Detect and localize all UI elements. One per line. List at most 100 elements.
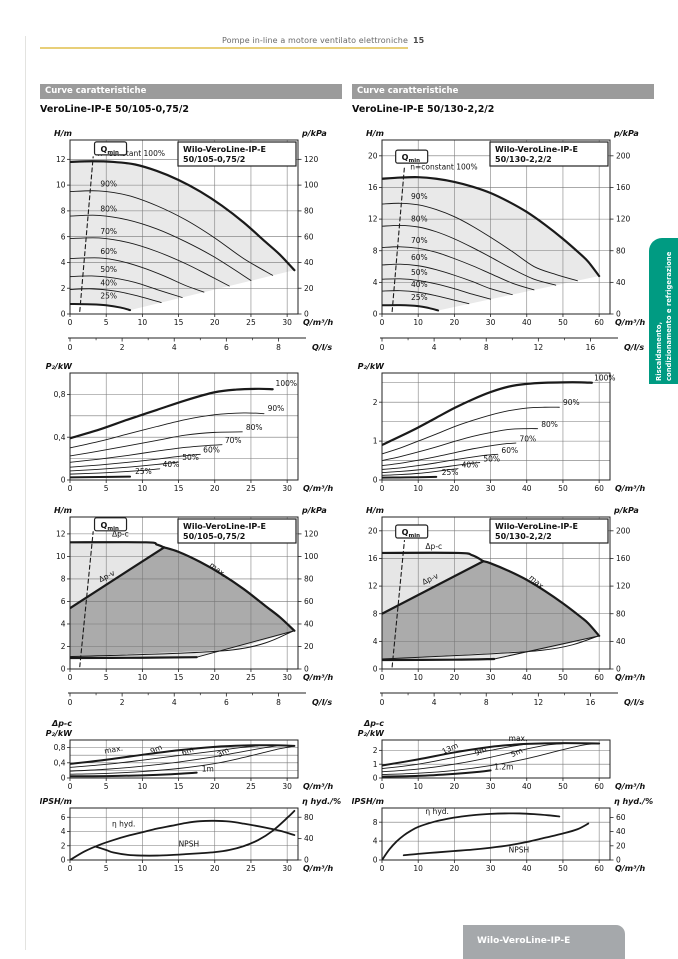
svg-text:Δp-c: Δp-c — [363, 719, 384, 728]
svg-text:0: 0 — [68, 864, 73, 873]
svg-text:16: 16 — [368, 183, 378, 192]
svg-text:1: 1 — [373, 760, 378, 769]
svg-text:40: 40 — [522, 864, 532, 873]
chart-hq-50-130: n=constant 100% 90% 80% 70% 60% 50% 40% 25% Qmin… — [352, 128, 654, 360]
svg-text:60%: 60% — [203, 446, 220, 455]
svg-text:η hyd.: η hyd. — [425, 807, 448, 816]
svg-text:60%: 60% — [100, 247, 117, 256]
chart-svg: η hyd. NPSH 0 2 4 6 0 40 80 0 5 10 15 20 25 30 Q/m³/h NPS… — [36, 797, 341, 873]
svg-text:0: 0 — [68, 673, 73, 682]
svg-text:P₂/kW: P₂/kW — [358, 729, 386, 738]
svg-text:30: 30 — [282, 782, 292, 791]
svg-text:12: 12 — [56, 155, 66, 164]
pump-model-left: VeroLine-IP-E 50/105-0,75/2 — [40, 104, 189, 115]
svg-text:0: 0 — [380, 673, 385, 682]
svg-text:30: 30 — [282, 673, 292, 682]
svg-text:20: 20 — [450, 782, 460, 791]
svg-text:120: 120 — [304, 155, 319, 164]
chart-svg: 100% 90% 80% 70% 60% 50%40% 25% 0 0,4 0,8 0 5 10 15 20… — [46, 362, 334, 493]
svg-text:12: 12 — [534, 698, 544, 707]
svg-text:20: 20 — [450, 673, 460, 682]
svg-text:50%: 50% — [483, 454, 500, 463]
svg-text:Qmin: Qmin — [402, 528, 420, 539]
svg-text:12: 12 — [368, 215, 378, 224]
svg-text:0: 0 — [380, 864, 385, 873]
svg-text:NPSH: NPSH — [179, 839, 200, 848]
section-bar-right: Curve caratteristiche — [352, 84, 654, 99]
svg-text:60: 60 — [594, 782, 604, 791]
svg-text:0: 0 — [304, 665, 309, 674]
svg-text:H/m: H/m — [366, 506, 384, 515]
svg-text:9m: 9m — [473, 744, 488, 757]
svg-text:1.2m: 1.2m — [494, 762, 513, 771]
svg-text:Q/m³/h: Q/m³/h — [615, 318, 645, 327]
svg-text:50/105-0,75/2: 50/105-0,75/2 — [183, 532, 245, 541]
svg-text:80: 80 — [616, 246, 626, 255]
svg-text:20: 20 — [304, 284, 314, 293]
svg-text:P₂/kW: P₂/kW — [358, 362, 386, 371]
svg-text:40: 40 — [616, 827, 626, 836]
svg-text:50: 50 — [558, 864, 568, 873]
svg-text:0: 0 — [61, 665, 66, 674]
svg-text:20: 20 — [210, 318, 220, 327]
svg-text:4: 4 — [432, 698, 437, 707]
svg-text:0: 0 — [304, 856, 309, 865]
svg-text:30: 30 — [486, 318, 496, 327]
svg-text:2: 2 — [61, 841, 66, 850]
svg-text:80: 80 — [304, 206, 314, 215]
svg-text:90%: 90% — [411, 192, 428, 201]
svg-text:200: 200 — [616, 526, 631, 535]
category-tab-line1: Riscaldamento, — [655, 321, 663, 381]
svg-text:80: 80 — [616, 609, 626, 618]
svg-text:0: 0 — [616, 665, 621, 674]
page-left-edge — [25, 36, 26, 950]
svg-text:10: 10 — [138, 864, 148, 873]
svg-text:25%: 25% — [135, 467, 152, 476]
svg-text:0: 0 — [616, 856, 621, 865]
svg-text:60%: 60% — [501, 446, 518, 455]
svg-text:4: 4 — [172, 343, 177, 352]
svg-text:15: 15 — [174, 782, 184, 791]
svg-text:10: 10 — [413, 673, 423, 682]
svg-text:10: 10 — [138, 782, 148, 791]
svg-text:5: 5 — [104, 782, 109, 791]
footer-series-label: Wilo-VeroLine-IP-E — [477, 936, 571, 946]
svg-text:0: 0 — [373, 476, 378, 485]
svg-text:6: 6 — [61, 813, 66, 822]
svg-text:H/m: H/m — [54, 506, 72, 515]
svg-text:50%: 50% — [411, 268, 428, 277]
category-tab-text: Riscaldamento, condizionamento e refrige… — [655, 241, 677, 381]
svg-text:0: 0 — [380, 698, 385, 707]
svg-text:5: 5 — [104, 673, 109, 682]
svg-text:30: 30 — [282, 484, 292, 493]
svg-text:20: 20 — [304, 642, 314, 651]
svg-text:20: 20 — [210, 864, 220, 873]
svg-text:0: 0 — [68, 484, 73, 493]
svg-text:50/105-0,75/2: 50/105-0,75/2 — [183, 155, 245, 164]
chart-p2-50-105: 100% 90% 80% 70% 60% 50% 40% 25% 0 0,4 0,8 0 5 10 15 20… — [40, 361, 342, 498]
svg-text:80: 80 — [304, 575, 314, 584]
svg-text:6m: 6m — [180, 745, 195, 758]
svg-text:50: 50 — [558, 782, 568, 791]
svg-text:NPSH: NPSH — [509, 845, 530, 854]
svg-text:25: 25 — [246, 782, 256, 791]
svg-text:15: 15 — [174, 864, 184, 873]
svg-text:0: 0 — [68, 318, 73, 327]
svg-text:10: 10 — [413, 318, 423, 327]
svg-text:10: 10 — [138, 318, 148, 327]
chart-svg: Δp-cΔp-v max.QminWilo-VeroLine-IP-E50/130… — [366, 506, 645, 707]
svg-text:40: 40 — [304, 258, 314, 267]
svg-text:8: 8 — [61, 206, 66, 215]
svg-text:8: 8 — [61, 575, 66, 584]
svg-text:40: 40 — [522, 318, 532, 327]
svg-text:6: 6 — [61, 232, 66, 241]
svg-text:p/kPa: p/kPa — [613, 506, 639, 515]
svg-text:5: 5 — [104, 864, 109, 873]
svg-text:70%: 70% — [411, 236, 428, 245]
svg-text:0: 0 — [380, 484, 385, 493]
svg-text:80%: 80% — [100, 205, 117, 214]
svg-text:6: 6 — [61, 597, 66, 606]
svg-text:p/kPa: p/kPa — [301, 129, 327, 138]
